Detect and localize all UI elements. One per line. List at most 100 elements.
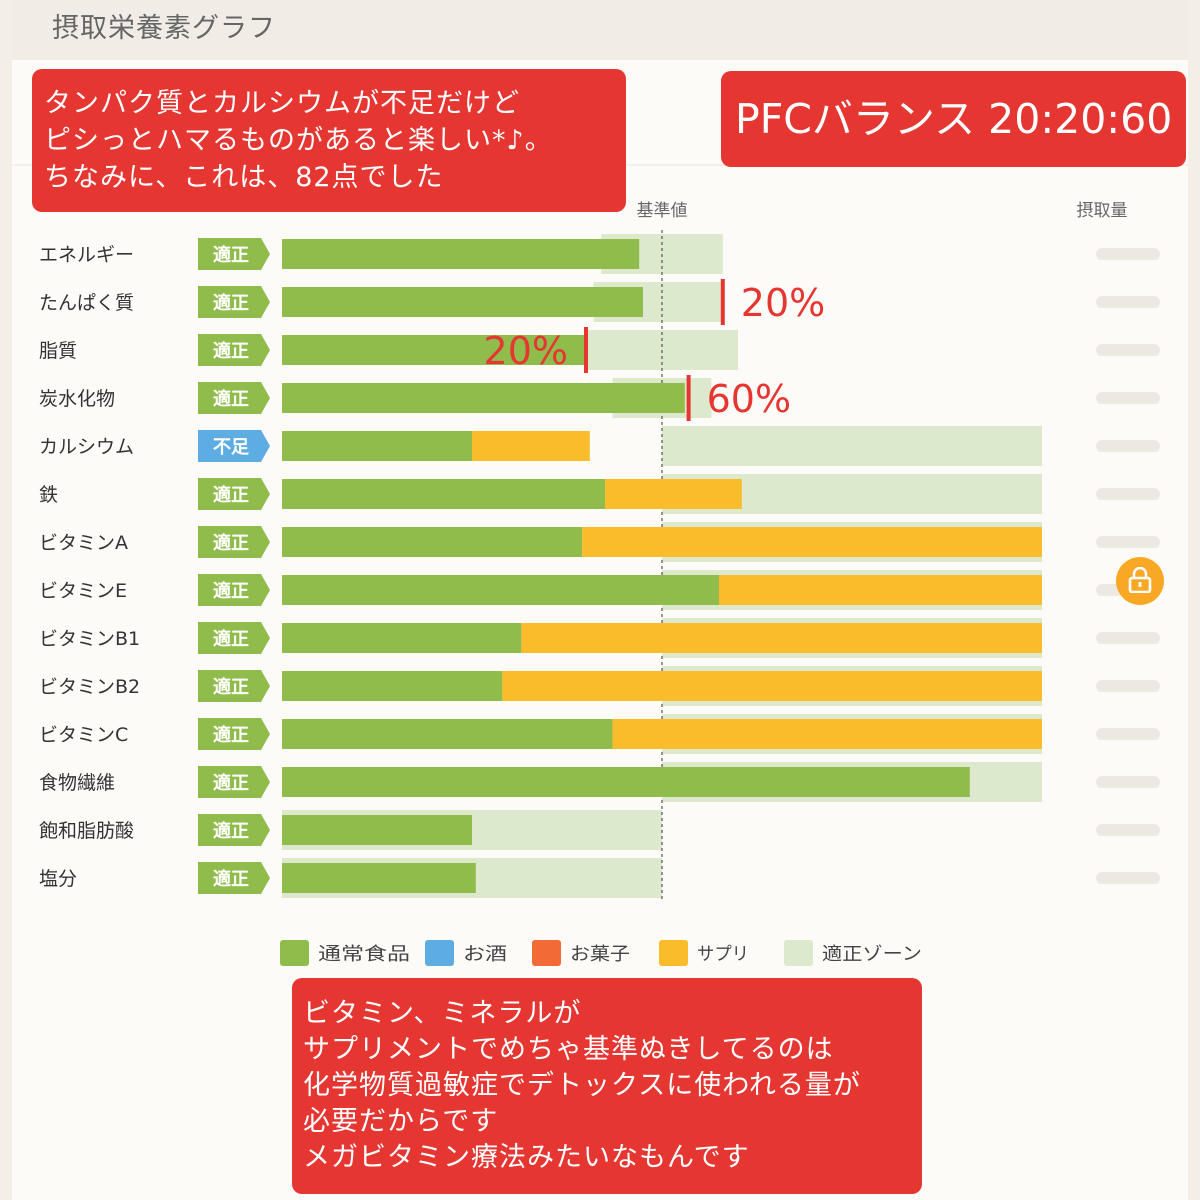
page-header: 摂取栄養素グラフ <box>12 0 1188 61</box>
comment-line: ピシっとハマるものがあると楽しい*♪。 <box>44 125 553 156</box>
status-badge <box>198 814 270 846</box>
status-badge-label: 適正 <box>213 532 249 554</box>
comment-line: タンパク質とカルシウムが不足だけど <box>44 88 520 119</box>
status-badge <box>198 862 270 894</box>
status-badge <box>198 670 270 702</box>
comment-line: サプリメントでめちゃ基準ぬきしてるのは <box>303 1034 834 1065</box>
zone-band <box>662 426 1042 466</box>
comment-line: ちなみに、これは、82点でした <box>44 162 444 193</box>
bar-supplement <box>521 623 1042 653</box>
category-label: 鉄 <box>39 484 58 506</box>
category-label: 塩分 <box>39 868 77 890</box>
pfc-annotation-label: 20% <box>484 329 568 373</box>
category-label: 脂質 <box>39 340 77 362</box>
category-label: カルシウム <box>39 436 134 458</box>
comment-callout-top: タンパク質とカルシウムが不足だけど ピシっとハマるものがあると楽しい*♪。 ちな… <box>32 69 626 212</box>
pfc-annotation-label: 60% <box>707 377 791 421</box>
status-badge <box>198 286 270 318</box>
bar-supplement <box>605 479 742 509</box>
status-badge-label: 適正 <box>213 628 249 650</box>
bar-food <box>282 623 522 653</box>
page-title: 摂取栄養素グラフ <box>52 13 276 44</box>
category-label: 食物繊維 <box>39 772 115 794</box>
bar-food <box>282 575 719 605</box>
intake-value-blurred <box>1096 536 1160 548</box>
bar-food <box>282 335 586 365</box>
category-label: ビタミンB1 <box>39 628 140 650</box>
status-badge-label: 適正 <box>213 868 249 890</box>
legend-swatch <box>532 940 561 966</box>
status-badge-label: 適正 <box>213 820 249 842</box>
legend-swatch <box>659 940 688 966</box>
legend-label: お菓子 <box>570 944 630 965</box>
bar-supplement <box>502 671 1042 701</box>
status-badge-label: 適正 <box>213 724 249 746</box>
intake-header: 摂取量 <box>1077 201 1128 221</box>
lock-button[interactable] <box>1116 557 1164 605</box>
status-badge-label: 適正 <box>213 772 249 794</box>
status-badge <box>198 718 270 750</box>
status-badge-label: 適正 <box>213 580 249 602</box>
reference-label: 基準値 <box>637 201 688 221</box>
intake-value-blurred <box>1096 872 1160 884</box>
category-label: ビタミンC <box>39 724 128 746</box>
category-label: エネルギー <box>39 244 134 266</box>
bar-food <box>282 719 613 749</box>
bar-food <box>282 815 472 845</box>
status-badge <box>198 622 270 654</box>
intake-value-blurred <box>1096 728 1160 740</box>
category-label: たんぱく質 <box>39 292 134 314</box>
legend-label: 適正ゾーン <box>822 944 922 965</box>
legend-label: お酒 <box>463 944 507 965</box>
pfc-marker <box>720 279 725 325</box>
pfc-annotation-label: 20% <box>741 281 825 325</box>
status-badge <box>198 766 270 798</box>
intake-value-blurred <box>1096 824 1160 836</box>
intake-value-blurred <box>1096 488 1160 500</box>
category-label: ビタミンA <box>39 532 128 554</box>
status-badge-label: 適正 <box>213 244 249 266</box>
bar-food <box>282 239 640 269</box>
status-badge <box>198 478 270 510</box>
bar-food <box>282 383 685 413</box>
status-badge-label: 適正 <box>213 340 249 362</box>
comment-callout-bottom: ビタミン、ミネラルが サプリメントでめちゃ基準ぬきしてるのは 化学物質過敏症でデ… <box>292 978 922 1194</box>
status-badge <box>198 526 270 558</box>
comment-line: ビタミン、ミネラルが <box>303 998 582 1029</box>
status-badge <box>198 334 270 366</box>
bar-food <box>282 767 970 797</box>
intake-value-blurred <box>1096 344 1160 356</box>
comment-line: 化学物質過敏症でデトックスに使われる量が <box>303 1070 861 1101</box>
legend-swatch <box>425 940 454 966</box>
bar-supplement <box>472 431 590 461</box>
bar-food <box>282 287 643 317</box>
bar-food <box>282 671 503 701</box>
legend-label: 通常食品 <box>318 944 410 965</box>
intake-value-blurred <box>1096 440 1160 452</box>
status-badge-label: 不足 <box>213 437 249 458</box>
category-label: 炭水化物 <box>39 388 115 410</box>
intake-value-blurred <box>1096 248 1160 260</box>
legend-swatch <box>280 940 309 966</box>
comment-line: 必要だからです <box>303 1106 499 1137</box>
intake-value-blurred <box>1096 296 1160 308</box>
app-frame: 摂取栄養素グラフ 基準値 摂取量 エネルギー 適正 たんぱく質 適正 脂質 適正 炭水化物 適正カ… <box>12 0 1188 1200</box>
legend-swatch <box>784 940 813 966</box>
intake-value-blurred <box>1096 392 1160 404</box>
pfc-marker <box>584 327 588 373</box>
intake-value-blurred <box>1096 632 1160 644</box>
status-badge-label: 適正 <box>213 292 249 314</box>
pfc-marker <box>686 375 691 421</box>
status-badge <box>198 574 270 606</box>
intake-value-blurred <box>1096 776 1160 788</box>
status-badge-label: 適正 <box>213 676 249 698</box>
bar-supplement <box>719 575 1042 605</box>
bar-food <box>282 527 583 557</box>
status-badge-label: 適正 <box>213 484 249 506</box>
bar-supplement <box>582 527 1042 557</box>
bar-food <box>282 863 476 893</box>
status-badge <box>198 238 270 270</box>
status-badge <box>198 430 270 462</box>
bar-food <box>282 479 605 509</box>
